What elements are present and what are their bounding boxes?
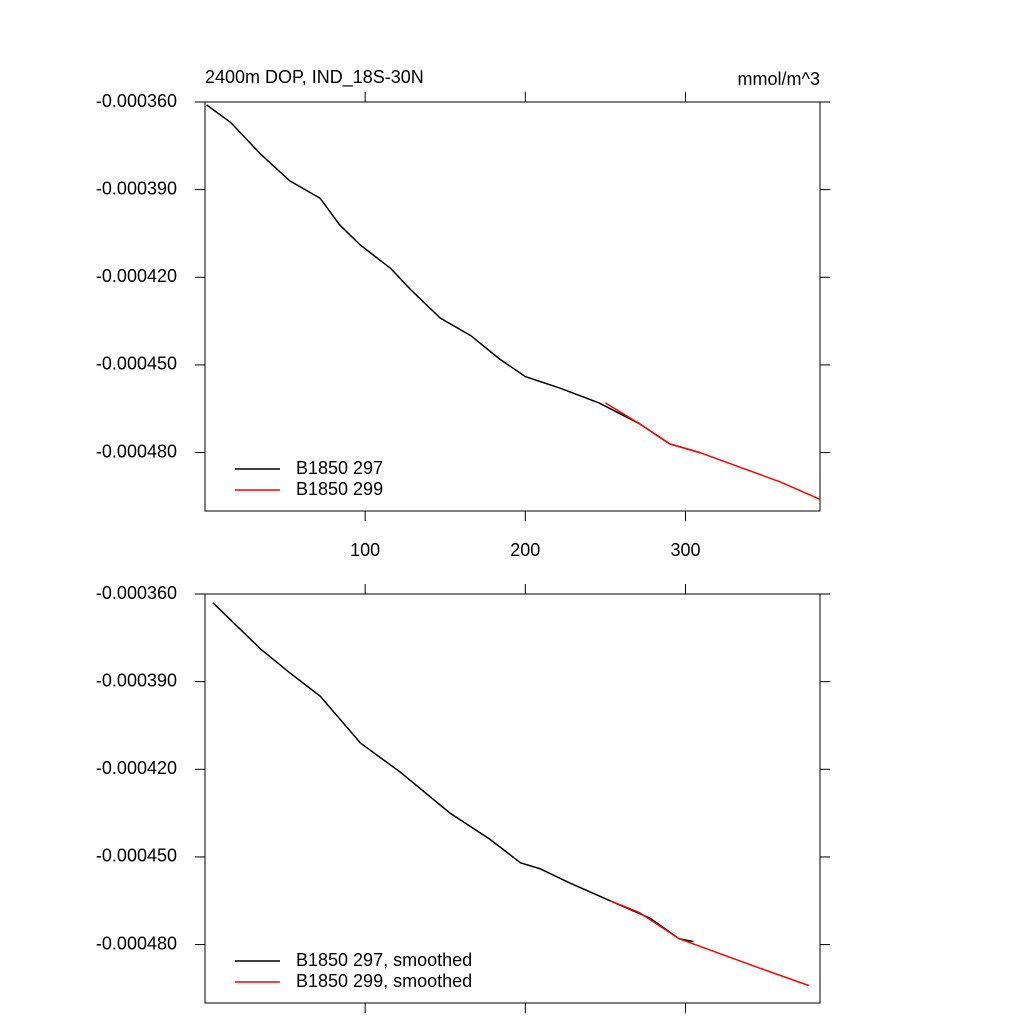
series-line [605,402,821,500]
y-tick-label: -0.000450 [96,354,177,374]
series-line [609,900,810,987]
x-tick-label: 300 [670,540,700,560]
y-tick-label: -0.000420 [96,266,177,286]
y-tick-label: -0.000360 [96,583,177,603]
x-tick-label: 200 [510,540,540,560]
units-label: mmol/m^3 [738,69,820,89]
y-tick-label: -0.000480 [96,933,177,953]
x-tick-label: 100 [350,540,380,560]
series-line [212,602,694,943]
legend-label: B1850 297 [296,458,383,478]
y-tick-label: -0.000390 [96,178,177,198]
plot-frame [204,101,821,512]
plot-frame [204,593,821,1004]
legend-label: B1850 299 [296,479,383,499]
y-tick-label: -0.000390 [96,670,177,690]
legend-label: B1850 299, smoothed [296,971,472,991]
series-line [206,104,701,454]
y-tick-label: -0.000480 [96,441,177,461]
legend-label: B1850 297, smoothed [296,950,472,970]
y-tick-label: -0.000450 [96,846,177,866]
chart-title: 2400m DOP, IND_18S-30N [205,67,424,88]
y-tick-label: -0.000420 [96,758,177,778]
y-tick-label: -0.000360 [96,91,177,111]
